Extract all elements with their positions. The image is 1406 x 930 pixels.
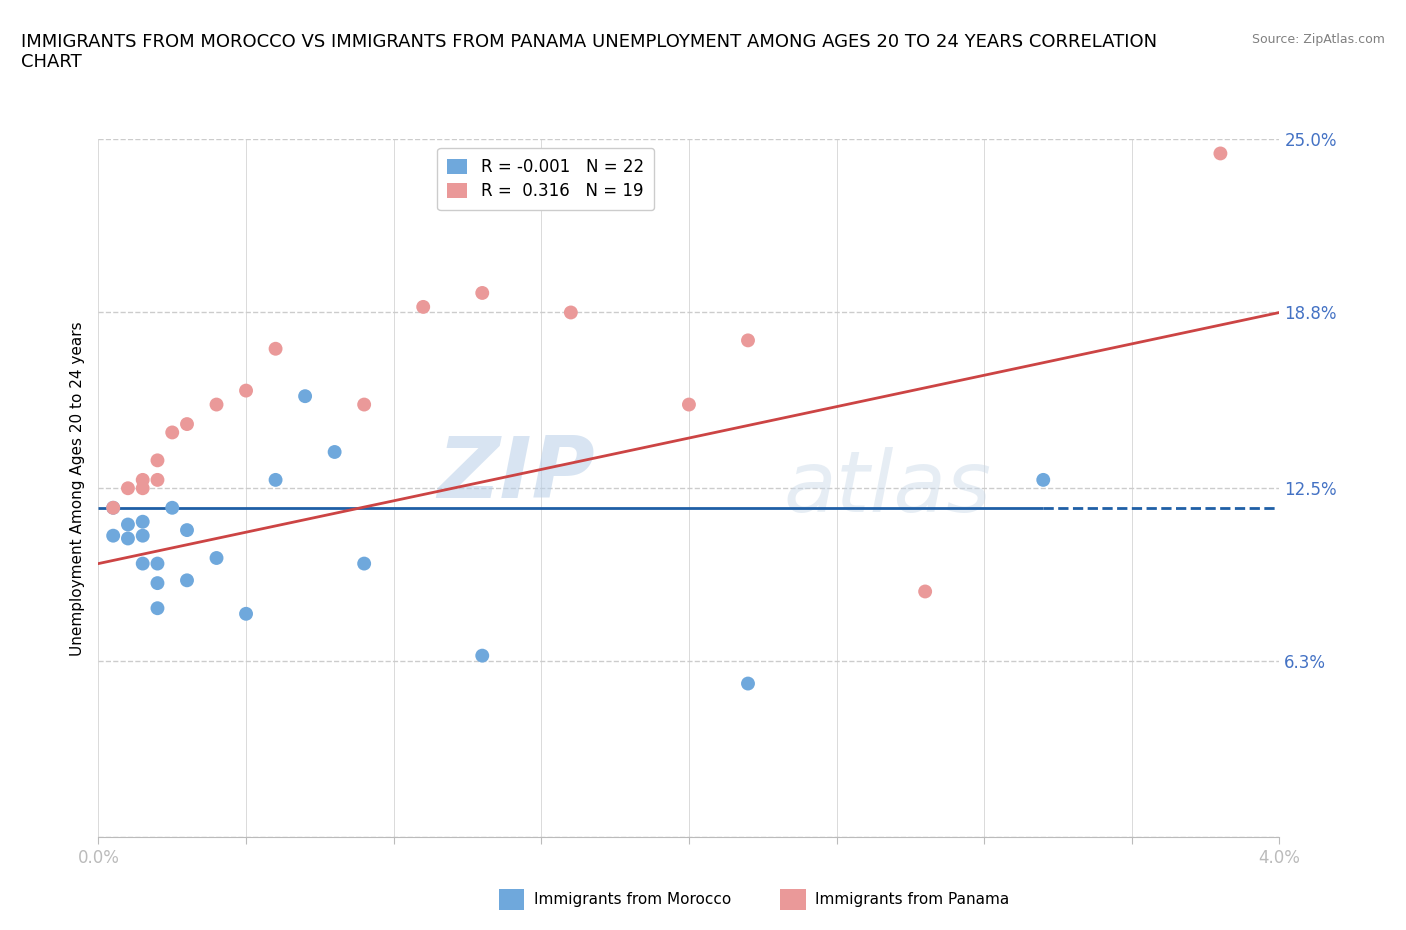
Text: Immigrants from Panama: Immigrants from Panama (815, 892, 1010, 907)
Point (678, 397, 700, 412)
Point (471, 648, 494, 663)
Point (205, 551, 228, 565)
Point (560, 305, 582, 320)
Point (353, 397, 375, 412)
Text: atlas: atlas (783, 446, 991, 530)
Point (737, 676, 759, 691)
Y-axis label: Unemployment Among Ages 20 to 24 years: Unemployment Among Ages 20 to 24 years (69, 321, 84, 656)
Point (132, 556, 155, 571)
Point (235, 606, 257, 621)
Point (914, 584, 936, 599)
Point (117, 517, 139, 532)
Point (323, 445, 346, 459)
Point (412, 299, 434, 314)
Point (1209, 146, 1232, 161)
Point (132, 481, 155, 496)
Point (117, 481, 139, 496)
Point (103, 500, 124, 515)
Point (117, 531, 139, 546)
Point (103, 500, 124, 515)
Point (146, 556, 169, 571)
Point (132, 472, 155, 487)
Point (162, 500, 183, 515)
Text: ZIP: ZIP (437, 432, 595, 516)
Bar (780, 889, 806, 910)
Point (146, 453, 169, 468)
Bar (499, 889, 524, 910)
Point (205, 397, 228, 412)
Point (176, 573, 198, 588)
Point (176, 417, 198, 432)
Point (294, 389, 316, 404)
Point (737, 333, 759, 348)
Point (162, 425, 183, 440)
Point (103, 528, 124, 543)
Point (132, 528, 155, 543)
Point (146, 472, 169, 487)
Point (235, 383, 257, 398)
Point (132, 514, 155, 529)
Text: Immigrants from Morocco: Immigrants from Morocco (534, 892, 731, 907)
Point (146, 601, 169, 616)
Point (264, 341, 287, 356)
Point (264, 472, 287, 487)
Point (353, 556, 375, 571)
Text: IMMIGRANTS FROM MOROCCO VS IMMIGRANTS FROM PANAMA UNEMPLOYMENT AMONG AGES 20 TO : IMMIGRANTS FROM MOROCCO VS IMMIGRANTS FR… (21, 33, 1157, 72)
Point (471, 286, 494, 300)
Point (1032, 472, 1054, 487)
Text: Source: ZipAtlas.com: Source: ZipAtlas.com (1251, 33, 1385, 46)
Legend: R = -0.001   N = 22, R =  0.316   N = 19: R = -0.001 N = 22, R = 0.316 N = 19 (437, 148, 654, 210)
Point (176, 523, 198, 538)
Point (146, 576, 169, 591)
